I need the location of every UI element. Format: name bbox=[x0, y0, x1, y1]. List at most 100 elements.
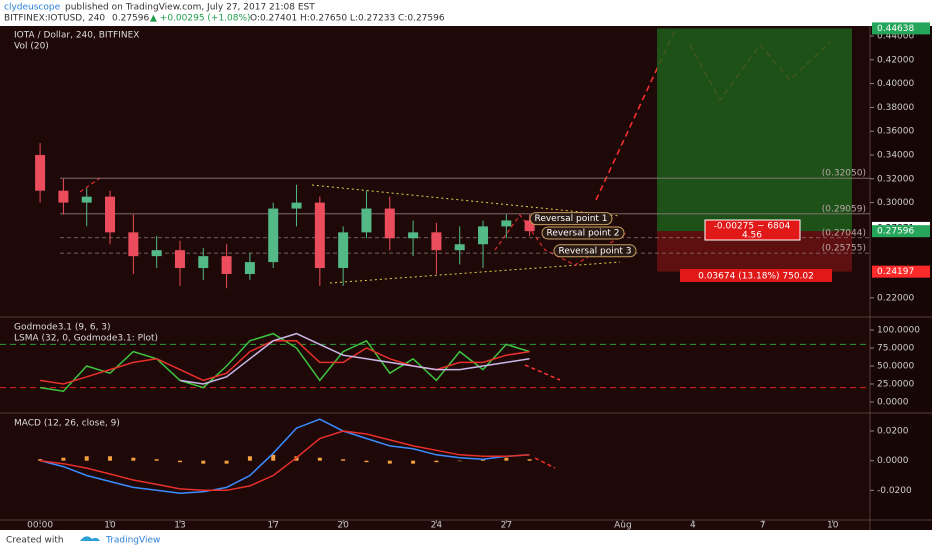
histogram-bar bbox=[457, 460, 462, 462]
price-tag-label: 0.24197 bbox=[877, 267, 914, 277]
candle-body bbox=[221, 256, 232, 274]
y-tick-label: 0.22000 bbox=[877, 293, 914, 303]
annotation-box bbox=[541, 226, 625, 240]
candle-body bbox=[361, 208, 372, 233]
annotation-label: Reversal point 3 bbox=[558, 246, 631, 256]
price-level-label: (0.29059) bbox=[822, 204, 866, 214]
published: published on TradingView.com, July 27, 2… bbox=[65, 3, 315, 13]
last-price: 0.27596 bbox=[112, 14, 149, 24]
y-tick-label: 0.42000 bbox=[877, 55, 914, 65]
x-tick-label: 24 bbox=[431, 521, 443, 531]
pane-subtitle: Vol (20) bbox=[14, 42, 49, 52]
projection-path bbox=[534, 457, 556, 469]
stop-label: 0.03674 (13.18%) 750.02 bbox=[698, 272, 814, 282]
price-tag bbox=[872, 22, 930, 35]
y-tick-label: 75.0000 bbox=[877, 344, 914, 354]
symbol: BITFINEX:IOTUSD, 240 bbox=[4, 14, 105, 24]
x-tick-label: 13 bbox=[174, 521, 185, 531]
y-tick-label: 0.38000 bbox=[877, 103, 914, 113]
histogram-bar bbox=[84, 456, 89, 461]
y-tick-label: 0.0000 bbox=[877, 397, 909, 407]
histogram-bar bbox=[317, 457, 322, 461]
candle-body bbox=[58, 190, 69, 203]
histogram-bar bbox=[504, 457, 509, 461]
y-tick-label: 0.0000 bbox=[877, 456, 909, 466]
histogram-bar bbox=[154, 459, 159, 461]
triangle-upper bbox=[311, 184, 621, 217]
price-level-label: (0.27044) bbox=[822, 228, 866, 238]
y-tick-label: -0.0200 bbox=[877, 486, 912, 496]
y-tick-label: 0.44000 bbox=[877, 31, 914, 41]
candle-body bbox=[105, 196, 116, 233]
publisher[interactable]: clydeuscope bbox=[4, 3, 61, 13]
y-tick-label: 0.30000 bbox=[877, 198, 914, 208]
x-tick-label: 4 bbox=[690, 521, 696, 531]
brand-logo bbox=[80, 536, 100, 541]
x-tick-label: 10 bbox=[827, 521, 839, 531]
price-level-label: (0.25755) bbox=[822, 244, 866, 254]
footer-bar bbox=[0, 530, 932, 550]
candle-body bbox=[408, 232, 419, 239]
histogram-bar bbox=[61, 457, 66, 461]
annotation-box bbox=[529, 212, 613, 226]
pane-title: IOTA / Dollar, 240, BITFINEX bbox=[14, 31, 139, 41]
histogram-bar bbox=[364, 460, 369, 463]
series-line bbox=[179, 332, 530, 385]
histogram-bar bbox=[201, 460, 206, 464]
histogram-bar bbox=[224, 460, 229, 464]
histogram-bar bbox=[271, 454, 276, 461]
price-tag-label: 0.44638 bbox=[877, 24, 914, 34]
candle-body bbox=[291, 202, 302, 209]
histogram-bar bbox=[481, 459, 486, 461]
candle-body bbox=[501, 220, 512, 227]
target-zone bbox=[657, 28, 852, 232]
series-line bbox=[40, 430, 530, 492]
candle-body bbox=[35, 154, 46, 191]
y-tick-label: 0.32000 bbox=[877, 174, 914, 184]
series-line bbox=[39, 340, 530, 385]
candle-body bbox=[151, 250, 162, 257]
candle-body bbox=[268, 208, 279, 263]
stop-box bbox=[680, 269, 832, 282]
x-tick-label: 20 bbox=[337, 521, 349, 531]
x-tick-label: 10 bbox=[104, 521, 116, 531]
y-tick-label: 0.0200 bbox=[877, 427, 909, 437]
ohlc: O:0.27401 H:0.27650 L:0.27233 C:0.27596 bbox=[250, 14, 445, 24]
candle-body bbox=[128, 232, 139, 257]
pane-title: Godmode3.1 (9, 6, 3) bbox=[14, 323, 111, 333]
price-tag-label: 0.27596 bbox=[877, 227, 914, 237]
pane-title: MACD (12, 26, close, 9) bbox=[14, 419, 120, 429]
candle-body bbox=[198, 256, 209, 269]
y-tick-label: 0.40000 bbox=[877, 79, 914, 89]
pane-subtitle: LSMA (32, 0, Godmode3.1: Plot) bbox=[14, 334, 158, 344]
candle-body bbox=[478, 226, 489, 245]
header-bar bbox=[0, 0, 932, 26]
histogram-bar bbox=[341, 459, 346, 461]
change: ▲ +0.00295 (+1.08%) bbox=[150, 14, 251, 24]
risk-label: -0.00275 ~ 6804 bbox=[714, 222, 791, 232]
price-axis-background bbox=[870, 26, 932, 530]
annotation-label: Reversal point 1 bbox=[534, 214, 607, 224]
x-tick-label: 7 bbox=[760, 521, 766, 531]
candle-body bbox=[314, 202, 325, 269]
annotation-label: Reversal point 2 bbox=[546, 228, 619, 238]
histogram-bar bbox=[527, 459, 532, 461]
footer-created: Created with bbox=[6, 536, 64, 546]
histogram-bar bbox=[177, 460, 182, 463]
x-tick-label: 27 bbox=[501, 521, 512, 531]
price-tag bbox=[872, 265, 930, 278]
price-level-label: (0.32050) bbox=[822, 169, 866, 179]
histogram-bar bbox=[247, 456, 252, 461]
histogram-bar bbox=[387, 460, 392, 464]
x-tick-label: 00:00 bbox=[27, 521, 53, 531]
candle-body bbox=[524, 220, 535, 232]
candle-body bbox=[174, 250, 185, 269]
triangle-lower bbox=[329, 261, 621, 284]
footer-brand[interactable]: TradingView bbox=[105, 536, 160, 546]
price-tag bbox=[872, 225, 930, 238]
candle-body bbox=[81, 196, 92, 203]
x-tick-label: 17 bbox=[267, 521, 278, 531]
histogram-bar bbox=[108, 456, 113, 461]
